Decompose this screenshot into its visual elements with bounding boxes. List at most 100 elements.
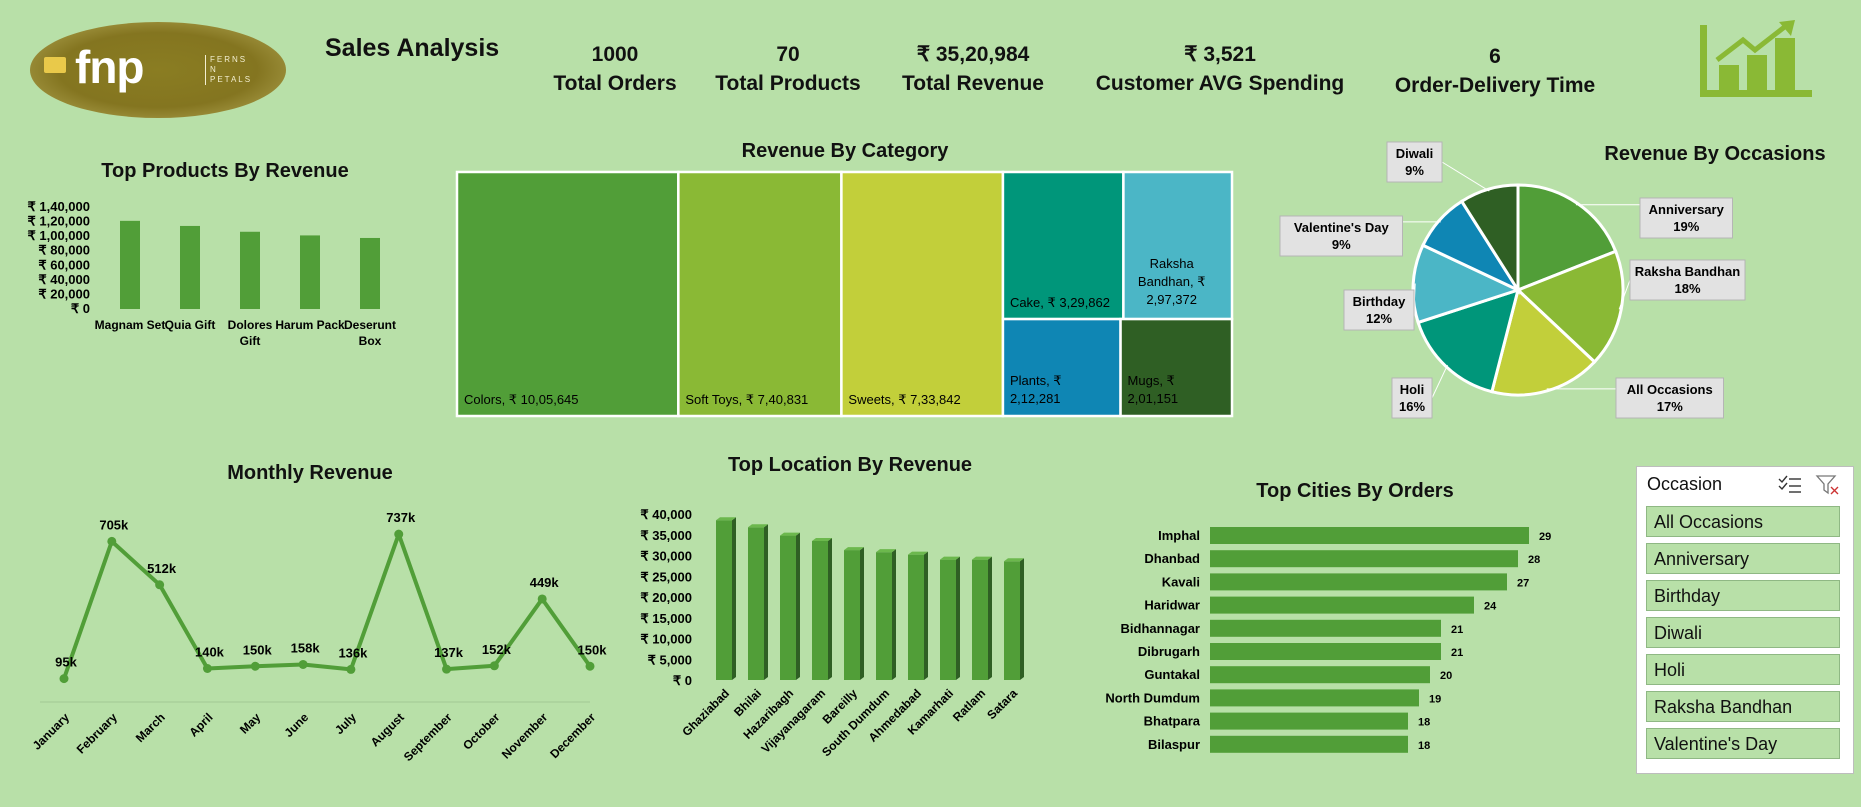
- bar-south-dumdum: [876, 552, 892, 680]
- line-point-june: [298, 659, 308, 669]
- slicer-item-diwali[interactable]: Diwali: [1646, 617, 1840, 648]
- y-tick-label: ₹ 40,000: [38, 272, 90, 287]
- bar-data-label: 21: [1451, 624, 1463, 636]
- kpi-total-revenue: ₹ 35,20,984 Total Revenue: [902, 43, 1044, 95]
- treemap-label: Soft Toys, ₹ 7,40,831: [685, 392, 808, 407]
- line-point-september: [442, 664, 452, 674]
- x-tick-label: June: [282, 710, 312, 740]
- line-point-july: [346, 664, 356, 674]
- pie-leader-line: [1441, 161, 1490, 192]
- bar-ratlam: [972, 559, 988, 680]
- bar-vijayanagaram: [812, 540, 828, 680]
- bar-quia-gift: [180, 225, 200, 309]
- pie-label-pct: 18%: [1674, 281, 1700, 296]
- bar-kamarhati: [940, 559, 956, 680]
- x-tick-label: November: [499, 710, 551, 762]
- brand-logo: [30, 22, 286, 118]
- y-tick-label: Guntakal: [1144, 667, 1200, 682]
- monthly-revenue-line-chart: 95k January 705k February 512k March 140k April…: [30, 510, 608, 764]
- clear-filter-icon[interactable]: [1815, 474, 1841, 496]
- y-tick-label: Bilaspur: [1148, 737, 1200, 752]
- x-tick-label: Dolores: [228, 318, 273, 332]
- pie-slice-raksha-bandhan: [1515, 249, 1625, 364]
- line-point-january: [59, 674, 69, 684]
- x-tick-label: July: [332, 710, 359, 737]
- y-tick-label: ₹ 80,000: [38, 243, 90, 258]
- bar-data-label: 29: [1539, 531, 1551, 543]
- bar-guntakal: [1210, 666, 1430, 684]
- bar-top-ratlam: [972, 556, 992, 560]
- pie-label-box: [1279, 215, 1403, 257]
- revenue-by-occasions-title: Revenue By Occasions: [1604, 143, 1826, 165]
- pie-label-box: [1629, 259, 1746, 301]
- bar-top-vijayanagaram: [812, 537, 832, 541]
- x-tick-label: May: [237, 710, 264, 737]
- pie-label-name: Valentine's Day: [1294, 220, 1390, 235]
- line-data-label: 737k: [386, 510, 416, 525]
- x-tick-label: December: [547, 710, 598, 761]
- kpi-total-products: 70 Total Products: [715, 43, 861, 95]
- line-data-label: 136k: [338, 645, 368, 660]
- bar-deserunt-box: [360, 237, 380, 309]
- treemap-tile-soft-toys: [677, 170, 843, 418]
- line-data-label: 158k: [291, 640, 321, 655]
- bar-ahmedabad: [908, 554, 924, 680]
- line-data-label: 449k: [530, 575, 560, 590]
- x-tick-label: March: [133, 710, 168, 745]
- pie-label-pct: 12%: [1366, 311, 1392, 326]
- x-tick-label: August: [368, 710, 407, 749]
- pie-label-box: [1639, 197, 1733, 239]
- pie-slice-birthday: [1411, 243, 1523, 325]
- bar-bidhannagar: [1210, 619, 1441, 637]
- y-tick-label: Haridwar: [1144, 598, 1200, 613]
- slicer-item-anniversary[interactable]: Anniversary: [1646, 543, 1840, 574]
- slicer-item-holi[interactable]: Holi: [1646, 654, 1840, 685]
- x-tick-label: April: [186, 710, 215, 739]
- y-tick-label: ₹ 60,000: [38, 257, 90, 272]
- gift-icon: [44, 57, 66, 73]
- line-point-october: [489, 661, 499, 671]
- treemap-tile-sweets: [840, 170, 1005, 418]
- bar-haridwar: [1210, 596, 1474, 614]
- bar-bhilai: [748, 527, 764, 680]
- x-tick-label: Ghaziabad: [679, 686, 732, 739]
- treemap-label: 2,01,151: [1128, 391, 1179, 406]
- slicer-item-raksha-bandhan[interactable]: Raksha Bandhan: [1646, 691, 1840, 722]
- bar-top-bhilai: [748, 524, 768, 528]
- line-data-label: 150k: [243, 642, 273, 657]
- pie-label-pct: 19%: [1673, 219, 1699, 234]
- kpi-order-delivery-time: 6 Order-Delivery Time: [1394, 45, 1596, 97]
- bar-side-hazaribagh: [796, 532, 800, 680]
- pie-label-box: [1343, 289, 1415, 331]
- line-point-may: [250, 661, 260, 671]
- y-tick-label: ₹ 0: [673, 673, 692, 688]
- pie-label-pct: 9%: [1332, 237, 1351, 252]
- revenue-by-category-title: Revenue By Category: [741, 140, 949, 162]
- monthly-revenue-line: [62, 532, 592, 680]
- x-tick-label: Ratlam: [950, 686, 988, 724]
- y-tick-label: ₹ 30,000: [640, 549, 692, 564]
- line-data-label: 705k: [99, 517, 129, 532]
- line-data-label: 512k: [147, 561, 177, 576]
- bar-top-bareilly: [844, 547, 864, 551]
- y-tick-label: North Dumdum: [1105, 690, 1200, 705]
- line-point-april: [202, 664, 212, 673]
- revenue-by-occasions-pie: Anniversary 19% Raksha Bandhan 18% All Occas…: [1279, 141, 1746, 419]
- slicer-item-birthday[interactable]: Birthday: [1646, 580, 1840, 611]
- bar-north-dumdum: [1210, 689, 1419, 707]
- x-tick-label: Quia Gift: [165, 318, 216, 332]
- pie-label-name: All Occasions: [1627, 382, 1713, 397]
- y-tick-label: Dibrugarh: [1138, 644, 1200, 659]
- slicer-item-valentines-day[interactable]: Valentine's Day: [1646, 728, 1840, 759]
- bar-bareilly: [844, 550, 860, 680]
- bar-data-label: 19: [1429, 693, 1441, 705]
- multi-select-icon[interactable]: [1777, 475, 1803, 495]
- bar-data-label: 18: [1418, 740, 1430, 752]
- line-data-label: 152k: [482, 642, 512, 657]
- line-data-label: 150k: [578, 642, 608, 657]
- bar-magnam-set: [120, 220, 140, 309]
- line-data-label: 137k: [434, 645, 464, 660]
- slicer-item-all-occasions[interactable]: All Occasions: [1646, 506, 1840, 537]
- y-tick-label: Kavali: [1162, 574, 1200, 589]
- bar-top-kamarhati: [940, 556, 960, 560]
